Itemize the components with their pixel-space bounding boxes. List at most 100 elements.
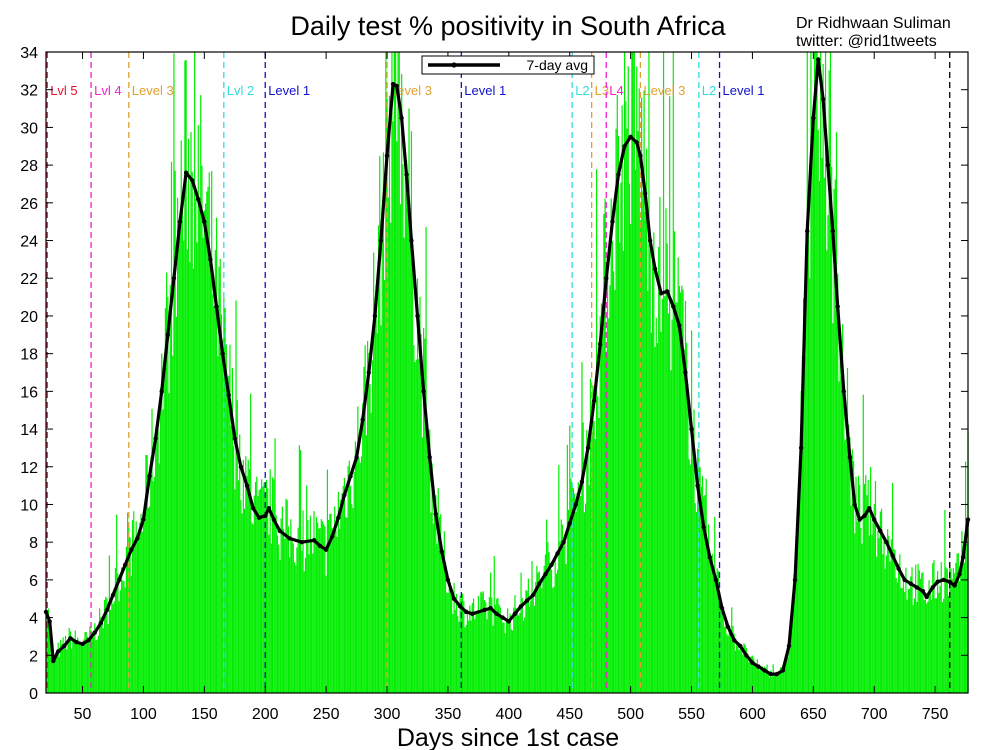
daily-bar xyxy=(937,571,939,693)
daily-bar xyxy=(795,530,797,693)
daily-bar xyxy=(705,478,707,693)
daily-bar xyxy=(239,434,241,693)
daily-bar xyxy=(371,360,374,693)
avg-point xyxy=(482,607,487,613)
daily-bar xyxy=(296,547,298,693)
daily-bar xyxy=(613,271,615,693)
daily-bar xyxy=(448,588,450,693)
daily-bar xyxy=(509,613,511,693)
daily-bar xyxy=(650,332,652,693)
daily-bar xyxy=(740,651,743,693)
avg-point xyxy=(774,671,779,677)
daily-bar xyxy=(820,52,822,693)
daily-bar xyxy=(880,508,883,693)
daily-bar xyxy=(348,460,350,693)
daily-bar xyxy=(312,553,314,693)
daily-bar xyxy=(345,516,347,693)
daily-bar xyxy=(598,417,600,693)
avg-point xyxy=(500,615,505,620)
daily-bar xyxy=(483,600,486,693)
daily-bar xyxy=(723,626,726,693)
daily-bar xyxy=(503,622,505,693)
daily-bar xyxy=(175,316,177,693)
daily-bar xyxy=(362,403,364,693)
daily-bar xyxy=(755,665,757,693)
daily-bar xyxy=(655,317,657,693)
daily-bar xyxy=(134,544,136,693)
daily-bar xyxy=(347,465,349,693)
daily-bar xyxy=(314,537,316,693)
daily-bar xyxy=(950,568,952,693)
daily-bar xyxy=(257,496,259,693)
avg-point xyxy=(825,162,831,168)
daily-bar xyxy=(360,456,363,693)
daily-bar xyxy=(676,302,678,693)
daily-bar xyxy=(72,637,74,693)
avg-point xyxy=(196,196,201,202)
daily-bar xyxy=(139,522,141,693)
avg-point xyxy=(537,581,542,586)
daily-bar xyxy=(535,581,537,693)
daily-bar xyxy=(229,344,231,693)
avg-point xyxy=(470,611,475,616)
daily-bar xyxy=(390,222,392,694)
daily-bar xyxy=(518,615,520,693)
daily-bar xyxy=(633,52,635,693)
avg-point xyxy=(183,170,189,175)
avg-point xyxy=(421,389,426,394)
daily-bar xyxy=(136,541,138,693)
daily-bar xyxy=(352,508,354,693)
daily-bar xyxy=(919,578,922,693)
avg-point xyxy=(798,445,804,451)
daily-bar xyxy=(212,294,214,693)
alert-level-label: Level 1 xyxy=(268,83,310,98)
avg-point xyxy=(159,389,164,394)
daily-bar xyxy=(905,567,907,693)
daily-bar xyxy=(85,632,87,693)
daily-bar xyxy=(293,562,296,693)
daily-bar xyxy=(443,531,445,693)
daily-bar xyxy=(726,633,728,693)
daily-bar xyxy=(265,479,268,693)
daily-bar xyxy=(636,66,638,693)
daily-bar xyxy=(756,659,758,693)
daily-bar xyxy=(622,250,624,693)
daily-bar xyxy=(510,629,512,693)
daily-bar xyxy=(419,296,421,693)
daily-bar xyxy=(113,601,115,693)
daily-bar xyxy=(783,661,785,693)
daily-bar xyxy=(69,631,72,693)
daily-bar xyxy=(128,526,130,693)
daily-bar xyxy=(787,657,789,693)
daily-bar xyxy=(166,272,168,693)
y-tick-label: 6 xyxy=(29,573,38,590)
daily-bar xyxy=(870,466,872,693)
daily-bar xyxy=(287,526,290,693)
daily-bar xyxy=(488,596,490,693)
daily-bar xyxy=(861,543,863,693)
daily-bar xyxy=(187,138,190,694)
daily-bar xyxy=(271,477,274,693)
avg-point xyxy=(567,521,572,526)
daily-bar xyxy=(201,165,203,693)
daily-bar xyxy=(821,158,823,693)
daily-bar xyxy=(164,307,167,693)
daily-bar xyxy=(485,602,487,693)
daily-bar xyxy=(474,619,476,693)
daily-bar xyxy=(659,196,661,693)
avg-point xyxy=(74,639,79,645)
avg-point xyxy=(409,238,414,243)
daily-bar xyxy=(856,521,858,693)
daily-bar xyxy=(888,535,890,693)
daily-bar xyxy=(189,262,191,693)
daily-bar xyxy=(157,429,159,693)
daily-bar xyxy=(934,598,936,693)
daily-bar xyxy=(697,448,699,693)
y-tick-label: 32 xyxy=(20,83,38,100)
daily-bar xyxy=(119,590,121,693)
daily-bar xyxy=(176,197,179,693)
daily-bar xyxy=(447,593,449,693)
daily-bar xyxy=(871,534,873,693)
daily-bar xyxy=(482,591,484,693)
daily-bar xyxy=(603,213,605,693)
